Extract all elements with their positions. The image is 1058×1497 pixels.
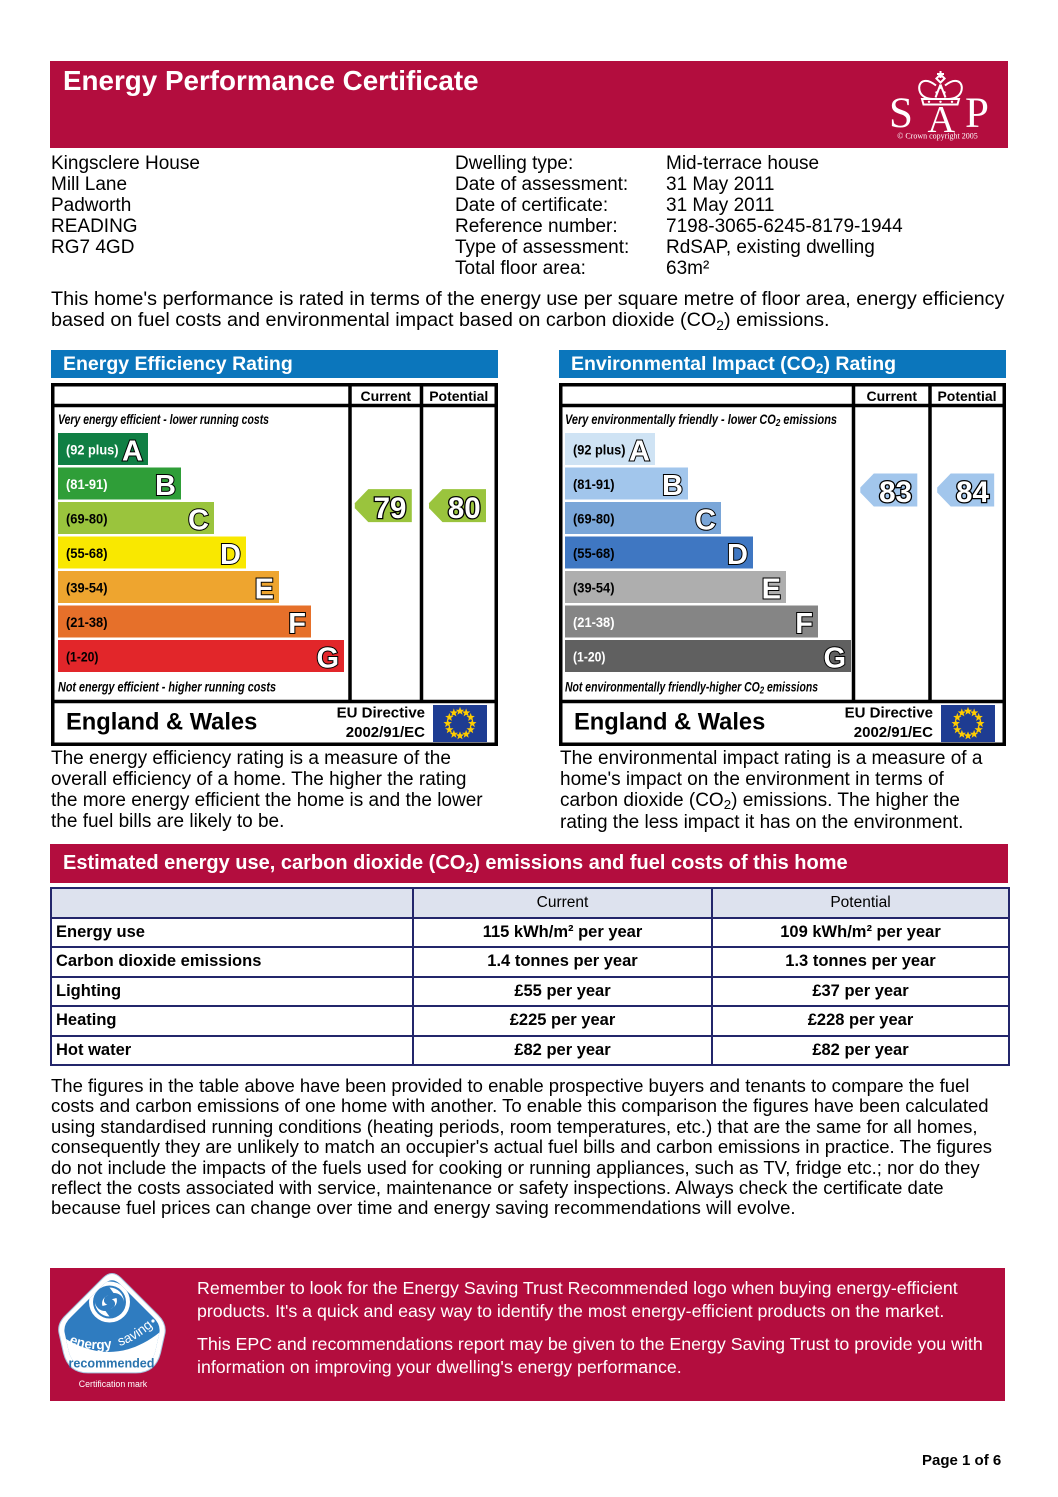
svg-text:2002/91/EC: 2002/91/EC xyxy=(854,724,933,741)
svg-text:(39-54): (39-54) xyxy=(573,580,615,596)
svg-text:Not environmentally friendly-h: Not environmentally friendly-higher CO2 … xyxy=(565,679,818,697)
svg-text:F: F xyxy=(288,608,306,640)
svg-text:G: G xyxy=(823,643,846,675)
svg-text:Very environmentally friendly: Very environmentally friendly - lower CO… xyxy=(565,411,837,429)
svg-text:A: A xyxy=(122,436,143,468)
svg-text:(81-91): (81-91) xyxy=(573,476,615,492)
svg-text:B: B xyxy=(155,470,176,502)
svg-text:EU Directive: EU Directive xyxy=(337,705,425,722)
svg-text:B: B xyxy=(662,470,683,502)
svg-text:England & Wales: England & Wales xyxy=(66,710,257,736)
svg-text:P: P xyxy=(965,90,989,137)
svg-text:C: C xyxy=(188,505,209,537)
svg-text:C: C xyxy=(695,505,716,537)
svg-text:Current: Current xyxy=(360,388,411,404)
svg-text:Very energy efficient - lower: Very energy efficient - lower running co… xyxy=(58,411,269,427)
svg-text:S: S xyxy=(889,90,913,137)
svg-text:(92 plus): (92 plus) xyxy=(66,442,119,458)
svg-text:G: G xyxy=(316,643,339,675)
svg-text:© Crown copyright 2005: © Crown copyright 2005 xyxy=(897,132,978,141)
svg-text:A: A xyxy=(629,436,650,468)
svg-text:79: 79 xyxy=(374,492,407,525)
svg-text:(69-80): (69-80) xyxy=(573,511,615,527)
svg-text:80: 80 xyxy=(448,492,481,525)
svg-text:(21-38): (21-38) xyxy=(573,614,615,630)
svg-text:(21-38): (21-38) xyxy=(66,614,108,630)
svg-text:(69-80): (69-80) xyxy=(66,511,108,527)
svg-text:(55-68): (55-68) xyxy=(573,545,615,561)
svg-text:recommended: recommended xyxy=(69,1357,155,1371)
svg-text:(39-54): (39-54) xyxy=(66,580,108,596)
svg-text:D: D xyxy=(220,539,241,571)
svg-text:(55-68): (55-68) xyxy=(66,545,108,561)
svg-text:83: 83 xyxy=(879,476,912,509)
svg-text:A: A xyxy=(928,99,956,141)
svg-text:E: E xyxy=(255,574,274,606)
svg-text:Not energy efficient - higher: Not energy efficient - higher running co… xyxy=(58,679,276,695)
svg-text:England & Wales: England & Wales xyxy=(574,710,765,736)
svg-text:2002/91/EC: 2002/91/EC xyxy=(346,724,425,741)
svg-text:84: 84 xyxy=(956,476,989,509)
svg-text:Potential: Potential xyxy=(429,388,488,404)
svg-text:(1-20): (1-20) xyxy=(66,649,99,665)
svg-text:EU Directive: EU Directive xyxy=(845,705,933,722)
svg-text:(1-20): (1-20) xyxy=(573,649,606,665)
svg-text:Current: Current xyxy=(866,388,917,404)
svg-text:D: D xyxy=(727,539,748,571)
svg-text:Potential: Potential xyxy=(937,388,996,404)
svg-text:(92 plus): (92 plus) xyxy=(573,442,626,458)
svg-text:F: F xyxy=(795,608,813,640)
svg-text:(81-91): (81-91) xyxy=(66,476,108,492)
svg-text:E: E xyxy=(762,574,781,606)
